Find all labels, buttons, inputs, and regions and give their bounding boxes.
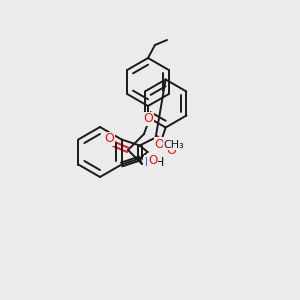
Text: O: O xyxy=(167,144,177,157)
Text: O: O xyxy=(143,112,153,125)
Text: O: O xyxy=(148,154,157,166)
Text: N: N xyxy=(144,155,154,169)
Text: CH₃: CH₃ xyxy=(163,140,184,149)
Text: H: H xyxy=(154,155,164,169)
Text: O: O xyxy=(155,138,165,151)
Text: O: O xyxy=(104,133,114,146)
